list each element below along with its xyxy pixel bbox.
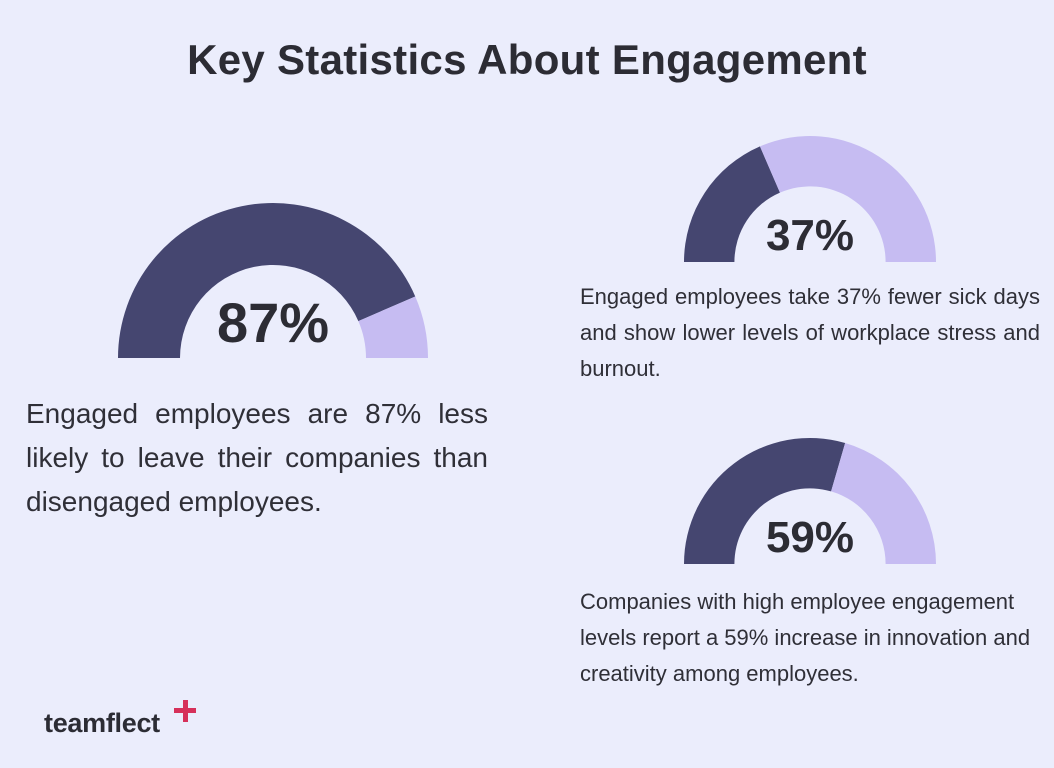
gauge-87: 87% <box>118 203 428 358</box>
logo-text: teamflect <box>44 708 160 738</box>
gauge-59-value-label: 59% <box>766 513 854 562</box>
gauge-87-value-label: 87% <box>217 291 329 354</box>
gauge-87-description: Engaged employees are 87% less likely to… <box>26 398 488 517</box>
page-title: Key Statistics About Engagement <box>187 36 867 83</box>
gauge-37-description: Engaged employees take 37% fewer sick da… <box>580 284 1040 381</box>
gauge-37-remaining-segment <box>759 136 936 262</box>
gauge-37: 37% <box>684 136 936 262</box>
gauge-87-remaining-segment <box>358 296 428 358</box>
gauge-87-filled-segment <box>118 203 416 358</box>
gauge-59: 59% <box>684 438 936 564</box>
plus-icon <box>174 700 196 722</box>
teamflect-logo: teamflect <box>44 700 196 748</box>
gauge-37-filled-segment <box>684 146 780 262</box>
gauge-59-filled-segment <box>684 438 846 564</box>
gauge-59-remaining-segment <box>831 443 936 564</box>
gauge-59-description: Companies with high employee engagement … <box>580 589 1031 686</box>
gauge-37-value-label: 37% <box>766 211 854 260</box>
